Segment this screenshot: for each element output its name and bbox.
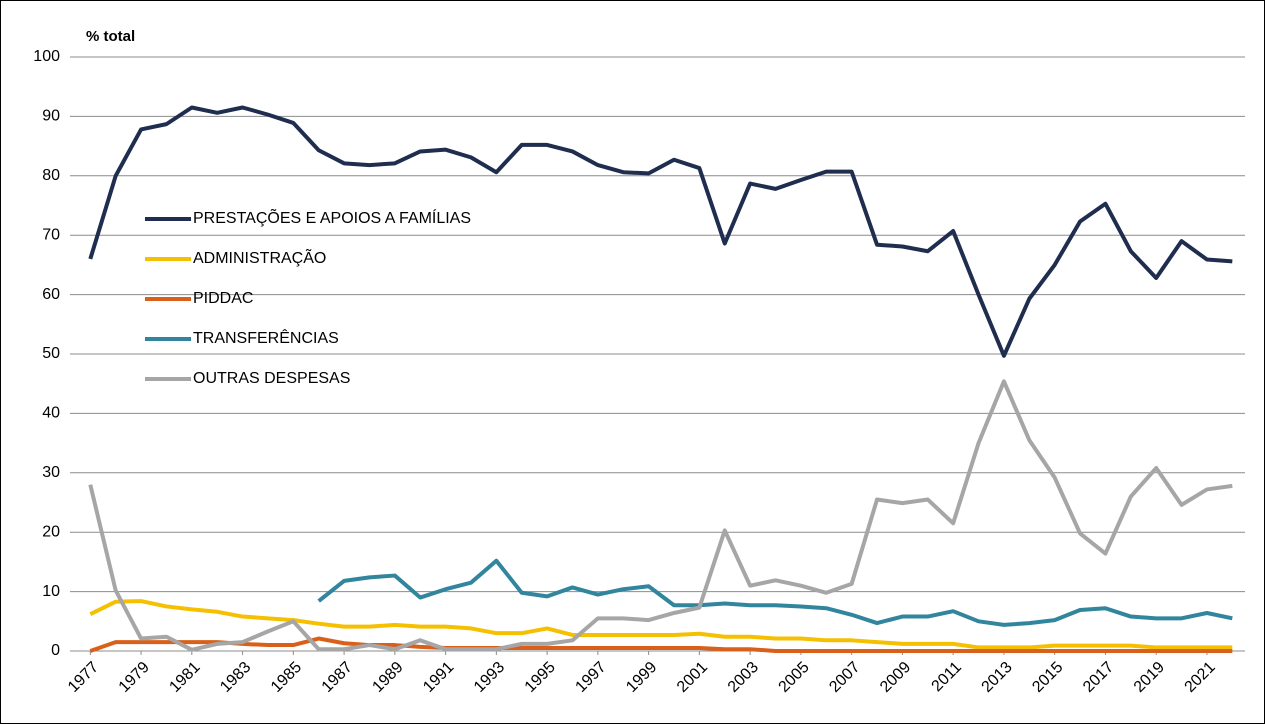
y-tick-label: 40 — [42, 405, 60, 422]
y-tick-label: 0 — [51, 642, 60, 659]
y-tick-label: 30 — [42, 464, 60, 481]
y-tick-label: 20 — [42, 523, 60, 540]
legend-label: ADMINISTRAÇÃO — [193, 247, 326, 267]
y-tick-label: 10 — [42, 583, 60, 600]
line-series — [88, 105, 1233, 358]
y-axis-label: % total — [86, 28, 135, 45]
legend-label: OUTRAS DESPESAS — [193, 370, 350, 387]
legend-label: PRESTAÇÕES E APOIOS A FAMÍLIAS — [193, 207, 471, 227]
y-tick-label: 50 — [42, 345, 60, 362]
line-series — [89, 599, 1233, 650]
y-tick-label: 70 — [42, 226, 60, 243]
legend-label: TRANSFERÊNCIAS — [193, 328, 339, 347]
legend-label: PIDDAC — [193, 290, 253, 307]
y-tick-label: 60 — [42, 286, 60, 303]
y-tick-label: 100 — [33, 48, 60, 65]
line-series — [317, 558, 1233, 627]
line-series — [89, 636, 1233, 653]
y-tick-label: 90 — [42, 108, 60, 125]
y-tick-label: 80 — [42, 167, 60, 184]
line-series — [88, 379, 1233, 652]
